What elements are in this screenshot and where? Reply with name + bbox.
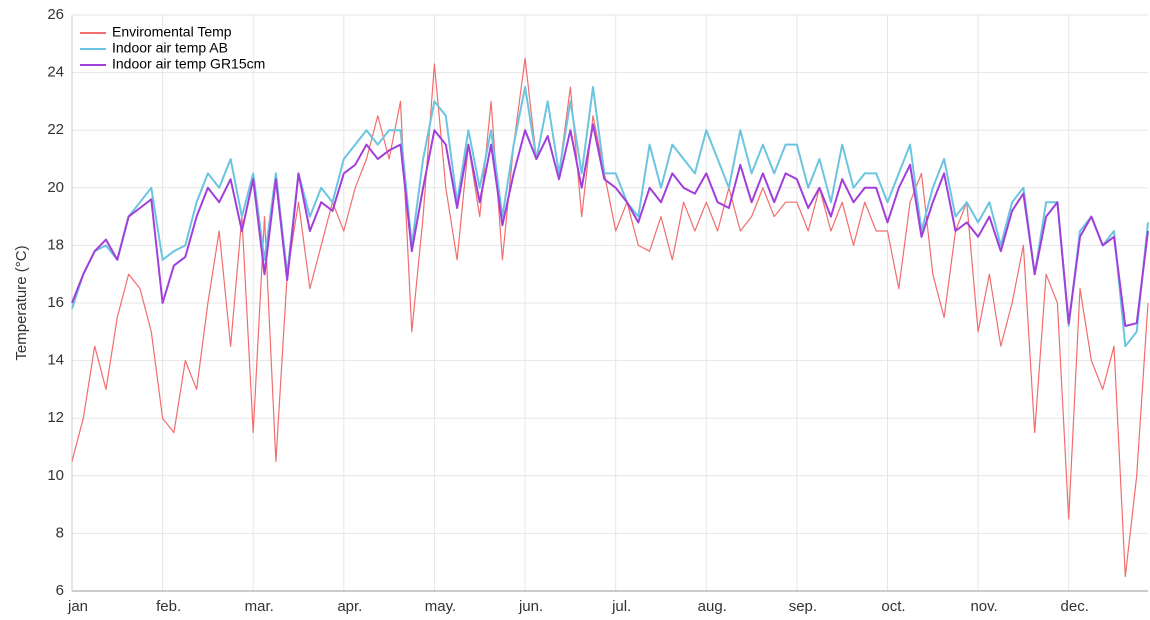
x-tick-label: mar. xyxy=(245,598,274,615)
x-tick-label: may. xyxy=(425,598,456,615)
y-tick-label: 22 xyxy=(47,121,64,138)
x-tick-label: apr. xyxy=(337,598,362,615)
x-tick-label: dec. xyxy=(1061,598,1089,615)
y-tick-label: 14 xyxy=(47,352,64,369)
y-axis-label: Temperature (°C) xyxy=(13,245,30,360)
x-tick-label: aug. xyxy=(698,598,727,615)
x-tick-label: jul. xyxy=(611,598,631,615)
series-line xyxy=(71,86,1149,348)
y-tick-label: 6 xyxy=(56,582,64,599)
y-tick-label: 8 xyxy=(56,524,64,541)
x-tick-label: nov. xyxy=(970,598,997,615)
y-tick-label: 24 xyxy=(47,64,64,81)
y-tick-label: 18 xyxy=(47,236,64,253)
y-tick-label: 26 xyxy=(47,6,64,23)
series-line xyxy=(71,123,1149,327)
y-tick-label: 12 xyxy=(47,409,64,426)
x-tick-label: jan xyxy=(67,598,88,615)
x-tick-label: jun. xyxy=(518,598,543,615)
y-tick-label: 16 xyxy=(47,294,64,311)
x-tick-label: sep. xyxy=(789,598,817,615)
y-tick-label: 10 xyxy=(47,467,64,484)
y-tick-label: 20 xyxy=(47,179,64,196)
x-tick-label: oct. xyxy=(881,598,905,615)
series-line xyxy=(71,57,1149,578)
legend-label: Indoor air temp AB xyxy=(112,40,228,56)
legend-label: Indoor air temp GR15cm xyxy=(112,56,265,72)
legend-label: Enviromental Temp xyxy=(112,24,232,40)
x-tick-label: feb. xyxy=(156,598,181,615)
